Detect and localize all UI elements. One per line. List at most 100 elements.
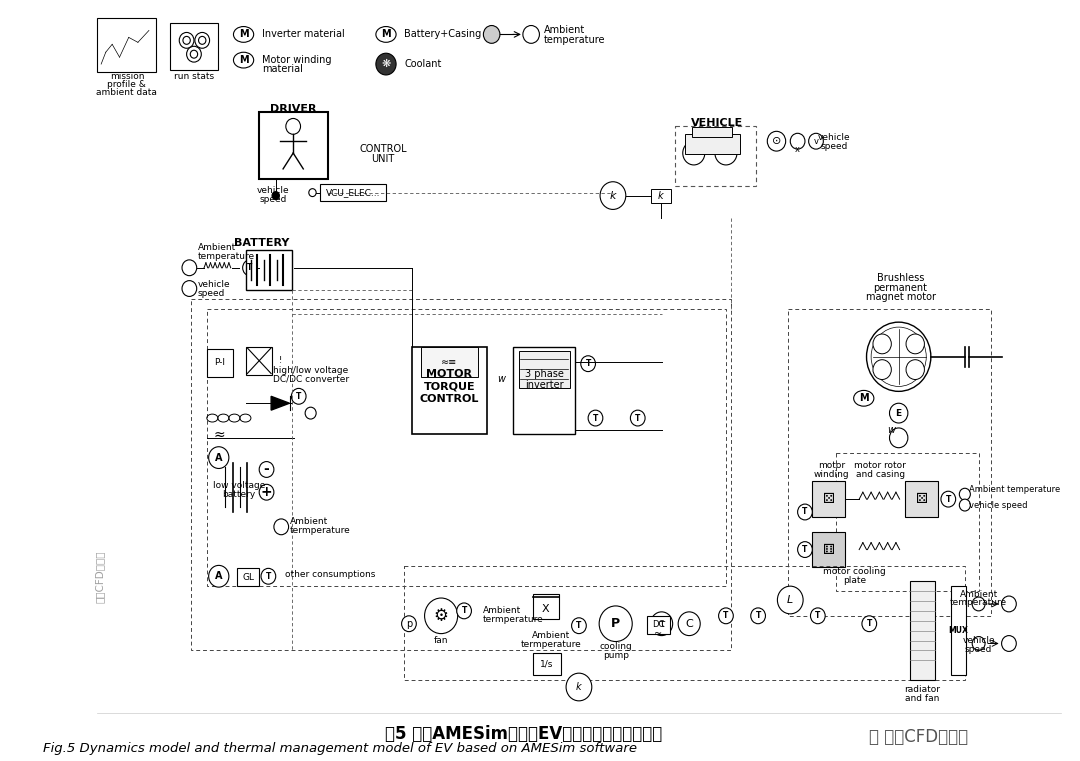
Text: profile &: profile & xyxy=(107,81,146,89)
Text: T: T xyxy=(635,413,640,422)
Text: T: T xyxy=(724,611,729,620)
Text: A: A xyxy=(215,453,222,463)
Text: UNIT: UNIT xyxy=(372,154,395,164)
Text: DC: DC xyxy=(651,620,664,629)
Text: T: T xyxy=(593,413,598,422)
Polygon shape xyxy=(271,396,289,410)
Circle shape xyxy=(581,356,595,371)
Text: MUX: MUX xyxy=(948,626,969,635)
Text: E: E xyxy=(895,409,902,418)
Text: mission: mission xyxy=(110,72,144,81)
Text: fan: fan xyxy=(434,636,448,645)
Ellipse shape xyxy=(233,27,254,43)
Bar xyxy=(519,351,570,388)
Circle shape xyxy=(183,260,197,275)
Text: x: x xyxy=(795,145,800,154)
Text: T: T xyxy=(815,611,821,620)
Text: vehicle: vehicle xyxy=(257,186,289,195)
Circle shape xyxy=(272,192,280,199)
Circle shape xyxy=(199,37,206,44)
Ellipse shape xyxy=(233,53,254,68)
Text: p: p xyxy=(406,619,413,629)
Circle shape xyxy=(906,334,924,354)
Text: speed: speed xyxy=(198,289,225,298)
Circle shape xyxy=(890,428,908,447)
Text: Ambient: Ambient xyxy=(483,607,521,616)
Text: low voltage: low voltage xyxy=(213,481,266,490)
Ellipse shape xyxy=(376,27,396,43)
Circle shape xyxy=(866,322,931,391)
Text: ambient data: ambient data xyxy=(96,88,158,97)
Circle shape xyxy=(959,499,970,511)
Circle shape xyxy=(1001,635,1016,651)
Circle shape xyxy=(190,50,198,58)
Text: T: T xyxy=(802,508,808,517)
Bar xyxy=(206,309,726,586)
Bar xyxy=(534,594,558,619)
Text: pump: pump xyxy=(603,651,629,660)
Circle shape xyxy=(183,37,190,44)
Text: Battery+Casing: Battery+Casing xyxy=(404,30,482,40)
Text: 3 phase: 3 phase xyxy=(525,368,564,378)
Text: Ambient: Ambient xyxy=(198,244,235,253)
Text: ⚄: ⚄ xyxy=(916,492,928,506)
Circle shape xyxy=(718,608,733,624)
Text: ≈≡: ≈≡ xyxy=(442,357,458,367)
Bar xyxy=(170,23,218,70)
Text: speed: speed xyxy=(821,142,848,151)
Circle shape xyxy=(959,489,970,500)
Text: Inverter material: Inverter material xyxy=(262,30,345,40)
Text: BATTERY: BATTERY xyxy=(234,238,289,248)
Circle shape xyxy=(751,608,766,624)
Circle shape xyxy=(457,603,472,619)
Text: k: k xyxy=(576,682,582,692)
Circle shape xyxy=(183,281,197,297)
Text: temperature: temperature xyxy=(544,35,606,46)
Text: X: X xyxy=(542,604,550,614)
Circle shape xyxy=(809,133,823,149)
Bar xyxy=(692,127,732,137)
Text: ~: ~ xyxy=(653,629,662,638)
Text: Brushless: Brushless xyxy=(877,272,924,282)
Circle shape xyxy=(208,565,229,587)
Bar xyxy=(404,566,964,680)
Text: ⚅: ⚅ xyxy=(823,543,835,556)
Bar xyxy=(191,299,731,651)
Circle shape xyxy=(873,360,891,380)
Text: vehicle speed: vehicle speed xyxy=(970,501,1028,510)
Circle shape xyxy=(571,618,586,634)
Text: temperature: temperature xyxy=(198,253,255,261)
Bar xyxy=(650,189,671,202)
Text: Ambient: Ambient xyxy=(544,25,585,36)
Text: C: C xyxy=(686,619,693,629)
Text: P: P xyxy=(611,617,620,630)
Text: ⚙: ⚙ xyxy=(434,607,448,625)
Circle shape xyxy=(778,586,804,614)
Text: run stats: run stats xyxy=(174,72,214,81)
Text: motor rotor: motor rotor xyxy=(854,461,906,470)
Circle shape xyxy=(600,182,625,209)
Text: Coolant: Coolant xyxy=(404,59,442,69)
Text: magnet motor: magnet motor xyxy=(865,292,935,302)
Text: vehicle: vehicle xyxy=(818,132,851,142)
Text: τ: τ xyxy=(658,619,665,629)
Circle shape xyxy=(599,606,632,642)
Circle shape xyxy=(484,26,500,43)
Text: T: T xyxy=(802,545,808,554)
Text: L: L xyxy=(787,595,794,605)
Text: w: w xyxy=(497,374,504,384)
Circle shape xyxy=(862,616,877,632)
Circle shape xyxy=(873,334,891,354)
Text: k: k xyxy=(610,190,617,201)
Text: M: M xyxy=(239,55,248,65)
Text: T: T xyxy=(247,263,253,272)
Text: 1/s: 1/s xyxy=(540,660,553,669)
Text: plate: plate xyxy=(843,576,866,584)
Circle shape xyxy=(566,673,592,701)
Text: ⊙: ⊙ xyxy=(772,136,781,146)
Circle shape xyxy=(274,519,288,535)
Text: cooling: cooling xyxy=(599,642,632,651)
Text: material: material xyxy=(262,64,302,74)
Text: 🐾 汽车CFD热管理: 🐾 汽车CFD热管理 xyxy=(869,728,969,746)
Circle shape xyxy=(261,568,275,584)
